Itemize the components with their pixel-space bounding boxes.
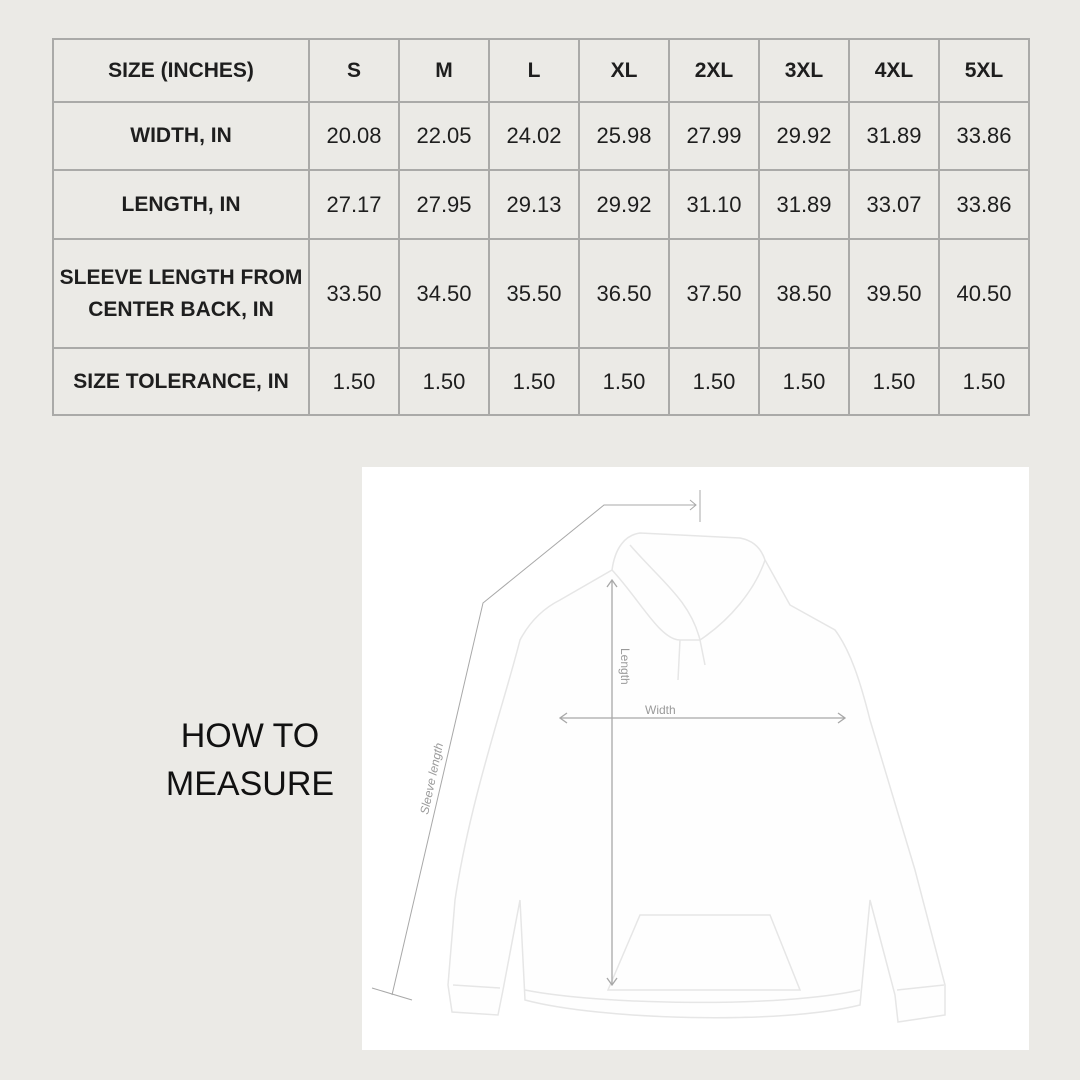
table-row: SLEEVE LENGTH FROM CENTER BACK, IN 33.50 3… [52, 238, 1030, 349]
header-size-label: SIZE (INCHES) [52, 38, 310, 103]
table-cell: 1.50 [578, 347, 670, 416]
table-cell: 27.95 [398, 169, 490, 240]
measure-lines [371, 490, 847, 1001]
table-cell: 1.50 [938, 347, 1030, 416]
table-cell: 1.50 [398, 347, 490, 416]
header-size-3xl: 3XL [758, 38, 850, 103]
table-cell: 38.50 [758, 238, 850, 349]
table-cell: 20.08 [308, 101, 400, 171]
width-measure-line [558, 712, 847, 724]
table-cell: 33.50 [308, 238, 400, 349]
length-measure-line [606, 578, 618, 987]
header-size-xl: XL [578, 38, 670, 103]
row-label: LENGTH, IN [52, 169, 310, 240]
table-cell: 34.50 [398, 238, 490, 349]
hoodie-measure-diagram: Width Length Sleeve length [362, 467, 1029, 1050]
length-label: Length [618, 648, 632, 685]
table-cell: 29.13 [488, 169, 580, 240]
table-cell: 24.02 [488, 101, 580, 171]
sleeve-measure-line [371, 490, 701, 1001]
table-cell: 22.05 [398, 101, 490, 171]
header-size-5xl: 5XL [938, 38, 1030, 103]
table-cell: 40.50 [938, 238, 1030, 349]
table-cell: 31.10 [668, 169, 760, 240]
table-row: WIDTH, IN 20.08 22.05 24.02 25.98 27.99 29.92 3… [52, 101, 1030, 171]
table-row: SIZE TOLERANCE, IN 1.50 1.50 1.50 1.50 1.50 1.… [52, 347, 1030, 416]
table-cell: 35.50 [488, 238, 580, 349]
table-cell: 33.07 [848, 169, 940, 240]
how-to-measure-title: HOW TO MEASURE [165, 717, 335, 803]
row-label: WIDTH, IN [52, 101, 310, 171]
row-label: SLEEVE LENGTH FROM CENTER BACK, IN [52, 238, 310, 349]
width-label: Width [645, 703, 676, 717]
table-cell: 39.50 [848, 238, 940, 349]
table-row: LENGTH, IN 27.17 27.95 29.13 29.92 31.10 31.89… [52, 169, 1030, 240]
table-cell: 1.50 [848, 347, 940, 416]
table-cell: 37.50 [668, 238, 760, 349]
table-cell: 1.50 [668, 347, 760, 416]
header-size-l: L [488, 38, 580, 103]
table-cell: 1.50 [488, 347, 580, 416]
table-cell: 33.86 [938, 101, 1030, 171]
table-cell: 27.99 [668, 101, 760, 171]
table-cell: 33.86 [938, 169, 1030, 240]
size-chart-table: SIZE (INCHES) S M L XL 2XL 3XL 4XL 5XL WIDTH, IN 2… [52, 38, 1030, 416]
header-size-4xl: 4XL [848, 38, 940, 103]
table-cell: 1.50 [758, 347, 850, 416]
header-size-s: S [308, 38, 400, 103]
header-size-2xl: 2XL [668, 38, 760, 103]
table-cell: 31.89 [848, 101, 940, 171]
table-cell: 31.89 [758, 169, 850, 240]
table-cell: 25.98 [578, 101, 670, 171]
hoodie-illustration [447, 532, 946, 1023]
table-cell: 27.17 [308, 169, 400, 240]
header-size-m: M [398, 38, 490, 103]
table-cell: 29.92 [758, 101, 850, 171]
table-cell: 36.50 [578, 238, 670, 349]
table-cell: 1.50 [308, 347, 400, 416]
table-cell: 29.92 [578, 169, 670, 240]
row-label: SIZE TOLERANCE, IN [52, 347, 310, 416]
header-row: SIZE (INCHES) S M L XL 2XL 3XL 4XL 5XL [52, 38, 1030, 103]
